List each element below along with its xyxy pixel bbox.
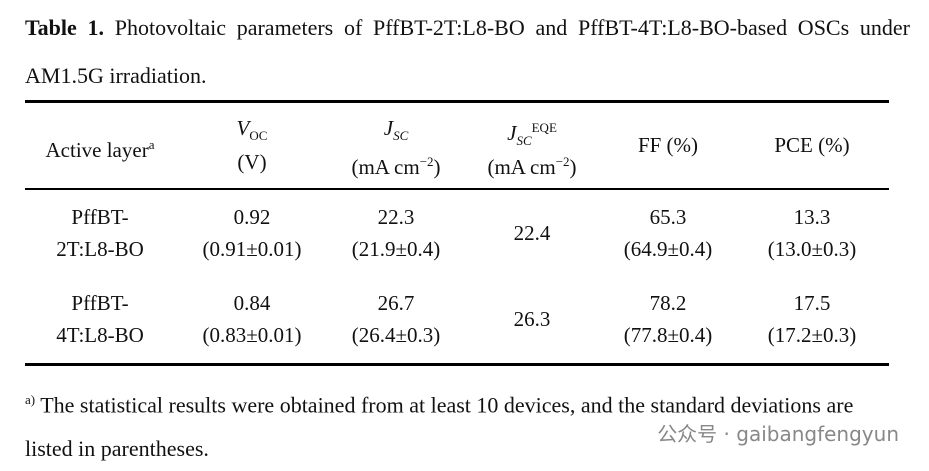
table-cell: 22.4 <box>457 217 607 249</box>
header-text: OC <box>249 128 268 144</box>
header-text: Active layer <box>45 138 149 162</box>
header-cell: JSCEQE (mA cm−2) <box>457 111 607 179</box>
cell-text: 22.3 <box>377 205 415 229</box>
table-cell: PffBT- 2T:L8-BO <box>25 201 175 265</box>
header-line: (V) <box>177 145 327 179</box>
cell-text: 0.84 <box>233 291 271 315</box>
header-cell: JSC (mA cm−2) <box>321 111 471 179</box>
footnote-text: The statistical results were obtained fr… <box>25 392 854 462</box>
header-text: ) <box>569 155 577 179</box>
header-cell: VOC (V) <box>177 111 327 179</box>
footnote: a) The statistical results were obtained… <box>25 378 865 471</box>
table-cell: 65.3 (64.9±0.4) <box>593 201 743 265</box>
watermark: 公众号 · gaibangfengyun <box>657 422 899 446</box>
caption-label: Table 1. <box>25 15 105 40</box>
table-cell: 0.84 (0.83±0.01) <box>177 287 327 351</box>
table-cell: 0.92 (0.91±0.01) <box>177 201 327 265</box>
cell-text: PffBT- <box>71 205 129 229</box>
cell-text: (17.2±0.3) <box>767 323 857 347</box>
cell-text: (0.83±0.01) <box>202 323 302 347</box>
header-cell: FF (%) <box>593 128 743 162</box>
header-line: (mA cm−2) <box>457 145 607 179</box>
cell-text: 26.3 <box>513 307 551 331</box>
caption-text: Photovoltaic parameters of PffBT-2T:L8-B… <box>25 15 910 88</box>
header-text: (mA cm <box>351 155 420 179</box>
header-text: ) <box>433 155 441 179</box>
header-text: PCE (%) <box>774 133 850 157</box>
cell-text: (26.4±0.3) <box>351 323 441 347</box>
header-cell: Active layera <box>25 128 175 162</box>
cell-text: 65.3 <box>649 205 687 229</box>
header-line: JSCEQE <box>457 111 607 149</box>
table-cell: 78.2 (77.8±0.4) <box>593 287 743 351</box>
table-cell: 22.3 (21.9±0.4) <box>321 201 471 265</box>
header-line: VOC <box>177 111 327 145</box>
header-cell: PCE (%) <box>737 128 887 162</box>
cell-text: 0.92 <box>233 205 271 229</box>
cell-text: 4T:L8-BO <box>56 323 144 347</box>
header-text: −2 <box>419 154 434 169</box>
cell-text: (64.9±0.4) <box>623 237 713 261</box>
header-text: FF (%) <box>637 133 699 157</box>
header-text: SC <box>516 133 532 149</box>
header-text: (V) <box>237 150 267 174</box>
cell-text: (77.8±0.4) <box>623 323 713 347</box>
top-rule <box>25 100 889 103</box>
table-cell: PffBT- 4T:L8-BO <box>25 287 175 351</box>
table-cell: 26.7 (26.4±0.3) <box>321 287 471 351</box>
caption: Table 1. Photovoltaic parameters of PffB… <box>25 4 910 100</box>
cell-text: (21.9±0.4) <box>351 237 441 261</box>
cell-text: (0.91±0.01) <box>202 237 302 261</box>
table-cell: 13.3 (13.0±0.3) <box>737 201 887 265</box>
table-cell: 17.5 (17.2±0.3) <box>737 287 887 351</box>
cell-text: 13.3 <box>793 205 831 229</box>
header-text: −2 <box>555 154 570 169</box>
cell-text: 22.4 <box>513 221 551 245</box>
header-line: JSC <box>321 111 471 145</box>
header-line: FF (%) <box>593 128 743 162</box>
header-line: PCE (%) <box>737 128 887 162</box>
cell-text: 78.2 <box>649 291 687 315</box>
mid-rule <box>25 188 889 190</box>
cell-text: 26.7 <box>377 291 415 315</box>
header-text: SC <box>393 128 409 144</box>
header-line: (mA cm−2) <box>321 145 471 179</box>
cell-text: (13.0±0.3) <box>767 237 857 261</box>
header-text: (mA cm <box>487 155 556 179</box>
header-text: a <box>148 137 155 152</box>
bottom-rule <box>25 363 889 366</box>
header-text: J <box>507 121 517 145</box>
footnote-mark: a) <box>25 392 36 407</box>
cell-text: 2T:L8-BO <box>56 237 144 261</box>
header-text: V <box>236 116 250 140</box>
cell-text: PffBT- <box>71 291 129 315</box>
cell-text: 17.5 <box>793 291 831 315</box>
header-line: Active layera <box>25 128 175 162</box>
header-text: J <box>383 116 394 140</box>
table-cell: 26.3 <box>457 303 607 335</box>
header-text: EQE <box>531 120 557 135</box>
